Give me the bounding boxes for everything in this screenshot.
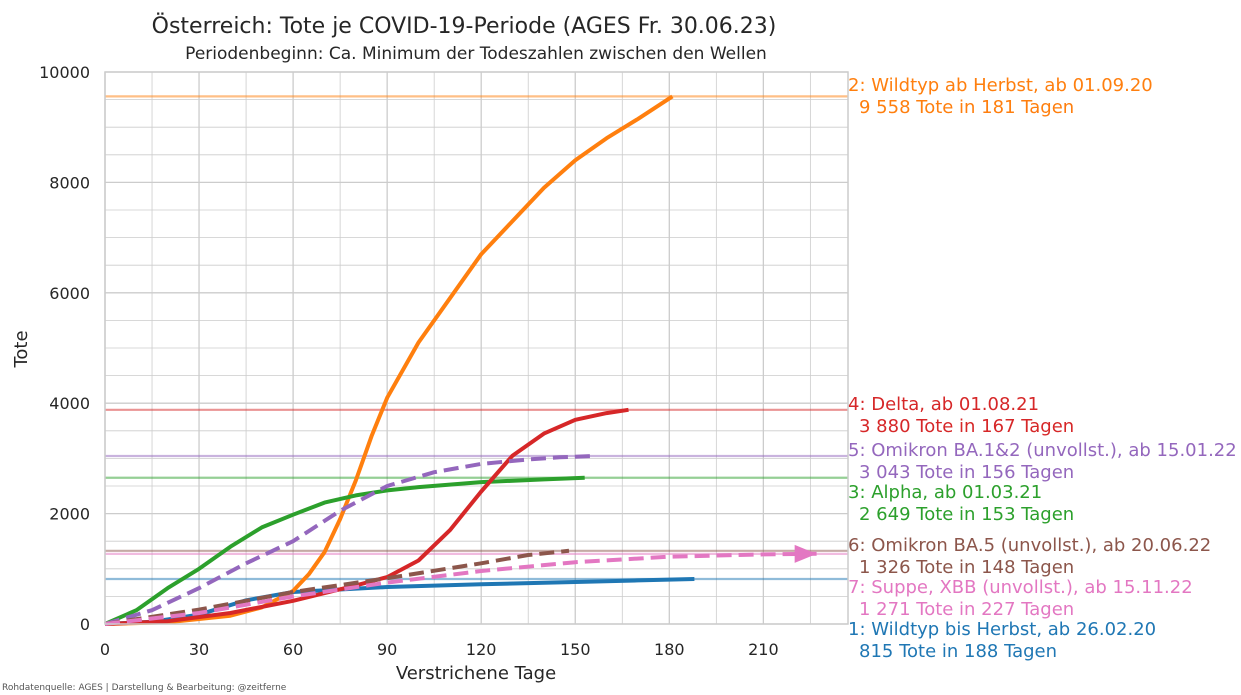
y-tick-label: 8000 [49, 173, 90, 192]
annotation-summary-2: 9 558 Tote in 181 Tagen [859, 97, 1074, 118]
chart-title: Österreich: Tote je COVID-19-Periode (AG… [152, 13, 777, 39]
series-line-2 [104, 94, 674, 626]
x-tick-label: 30 [189, 640, 209, 659]
y-tick-label: 2000 [49, 505, 90, 524]
annotation-name-6: 6: Omikron BA.5 (unvollst.), ab 20.06.22 [848, 535, 1211, 556]
plot-frame [104, 71, 849, 625]
x-axis-ticks: 0 30 60 90 120 150 180 210 [100, 640, 779, 659]
y-tick-label: 4000 [49, 394, 90, 413]
x-axis-label: Verstrichene Tage [396, 663, 556, 684]
plot-border [104, 71, 849, 625]
series-line-3 [104, 475, 585, 626]
annotation-name-2: 2: Wildtyp ab Herbst, ab 01.09.20 [848, 75, 1153, 96]
x-tick-label: 120 [466, 640, 497, 659]
x-tick-label: 210 [748, 640, 779, 659]
y-axis-ticks: 0 2000 4000 6000 8000 10000 [39, 63, 90, 634]
annotation-summary-7: 1 271 Tote in 227 Tagen [859, 599, 1074, 620]
annotation-name-5: 5: Omikron BA.1&2 (unvollst.), ab 15.01.… [848, 440, 1237, 461]
series-line-6 [104, 548, 570, 626]
annotation-name-4: 4: Delta, ab 01.08.21 [848, 394, 1039, 415]
y-tick-label: 6000 [49, 284, 90, 303]
x-tick-label: 90 [377, 640, 397, 659]
series-arrow-7 [794, 544, 817, 563]
final-value-lines [105, 95, 848, 581]
annotation-summary-4: 3 880 Tote in 167 Tagen [859, 416, 1074, 437]
annotation-name-7: 7: Suppe, XBB (unvollst.), ab 15.11.22 [848, 577, 1193, 598]
y-axis-label: Tote [11, 330, 32, 368]
y-tick-label: 0 [80, 615, 90, 634]
chart-subtitle: Periodenbeginn: Ca. Minimum der Todeszah… [185, 44, 767, 64]
annotation-summary-5: 3 043 Tote in 156 Tagen [859, 462, 1074, 483]
annotation-summary-6: 1 326 Tote in 148 Tagen [859, 557, 1074, 578]
annotation-name-3: 3: Alpha, ab 01.03.21 [848, 482, 1042, 503]
series-annotations: 2: Wildtyp ab Herbst, ab 01.09.209 558 T… [848, 75, 1237, 662]
x-tick-label: 180 [654, 640, 685, 659]
x-tick-label: 0 [100, 640, 110, 659]
series-line-5 [104, 454, 595, 626]
series-lines [104, 94, 817, 626]
source-note: Rohdatenquelle: AGES | Darstellung & Bea… [2, 683, 287, 693]
annotation-name-1: 1: Wildtyp bis Herbst, ab 26.02.20 [848, 619, 1156, 640]
y-tick-label: 10000 [39, 63, 90, 82]
annotation-summary-3: 2 649 Tote in 153 Tagen [859, 504, 1074, 525]
series-line-7 [104, 551, 817, 626]
annotation-summary-1: 815 Tote in 188 Tagen [859, 641, 1057, 662]
series-line-4 [104, 407, 629, 626]
x-tick-label: 150 [560, 640, 591, 659]
gridlines [104, 71, 848, 625]
x-tick-label: 60 [283, 640, 303, 659]
